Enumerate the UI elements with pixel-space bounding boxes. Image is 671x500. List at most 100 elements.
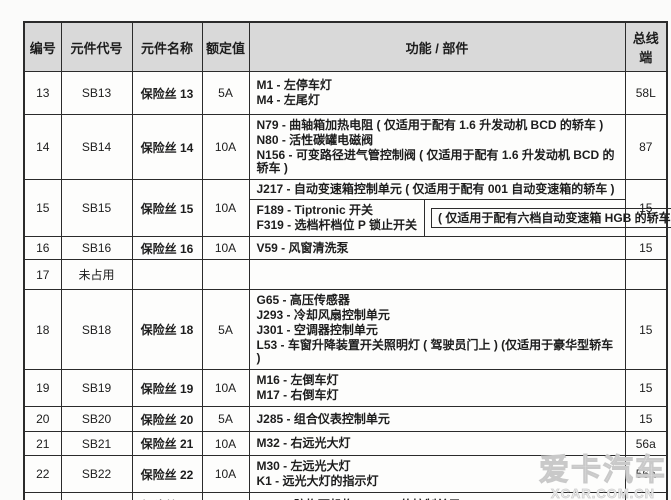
column-header-5: 总线端: [624, 21, 668, 72]
function-line: G65 - 高压传感器: [256, 293, 350, 307]
cell-rating: [201, 259, 250, 290]
column-header-2: 元件名称: [131, 21, 203, 72]
cell-name: 保险丝 20: [131, 406, 203, 432]
cell-rating: 10A: [201, 114, 250, 180]
function-line: N79 - 曲轴箱加热电阻 ( 仅适用于配有 1.6 升发动机 BCD 的轿车 …: [256, 118, 604, 132]
cell-code: SB19: [60, 369, 133, 407]
function-line: M1 - 左停车灯: [256, 78, 332, 92]
cell-code: SB20: [60, 406, 133, 432]
cell-name: 保险丝 23: [131, 492, 203, 500]
function-line: M4 - 左尾灯: [256, 93, 320, 107]
cell-code: SB13: [60, 71, 133, 115]
header-row: 编号 元件代号 元件名称 额定值 功能 / 部件 总线端: [23, 21, 668, 72]
function-line: J301 - 空调器控制单元: [256, 323, 378, 337]
function-line: L53 - 车窗升降装置开关照明灯 ( 驾驶员门上 ) (仅适用于豪华型轿车 ): [256, 338, 614, 365]
cell-code: SB22: [60, 455, 133, 493]
cell-number: 21: [23, 431, 62, 456]
function-line: J293 - 冷却风扇控制单元: [256, 308, 390, 322]
cell-rating: 5A: [201, 71, 250, 115]
table-row: 20 SB20 保险丝 20 5A J285 - 组合仪表控制单元 15: [23, 406, 668, 432]
function-line: M17 - 右倒车灯: [256, 388, 339, 402]
table-row: 22 SB22 保险丝 22 10A M30 - 左远光大灯 K1 - 远光大灯的指示灯 5…: [23, 455, 668, 493]
cell-name: 保险丝 18: [131, 289, 203, 370]
cell-name: 保险丝 16: [131, 236, 203, 260]
function-line: J217 - 自动变速箱控制单元 ( 仅适用于配有 001 自动变速箱的轿车 ): [249, 180, 625, 200]
cell-rating: 10A: [201, 431, 250, 456]
table-row: 17 未占用: [23, 259, 668, 290]
cell-functions: N79 - 曲轴箱加热电阻 ( 仅适用于配有 1.6 升发动机 BCD 的轿车 …: [248, 114, 626, 180]
cell-terminal: 87: [624, 114, 668, 180]
cell-functions: M1 - 左停车灯 M4 - 左尾灯: [248, 71, 626, 115]
cell-number: 17: [23, 259, 62, 290]
cell-rating: 5A: [201, 289, 250, 370]
function-note: ( 仅适用于配有六档自动变速箱 HGB 的轿车 ): [430, 208, 671, 228]
table-row: 13 SB13 保险丝 13 5A M1 - 左停车灯 M4 - 左尾灯 58L: [23, 71, 668, 115]
cell-code: SB18: [60, 289, 133, 370]
table-row: 23SB23保险丝 2310A J104 - 防抱死机构 ( ABS ) 的控制单…: [23, 492, 668, 500]
cell-terminal: 15: [624, 236, 668, 260]
function-sub-right: ( 仅适用于配有六档自动变速箱 HGB 的轿车 ): [425, 200, 671, 236]
function-line: V59 - 风窗清洗泵: [256, 240, 349, 255]
cell-code: SB14: [60, 114, 133, 180]
table-row: 21 SB21 保险丝 21 10A M32 - 右远光大灯 56a: [23, 431, 668, 456]
function-line: J104 - 防抱死机构 ( ABS ) 的控制单元: [257, 498, 618, 500]
cell-number: 16: [23, 236, 62, 260]
cell-terminal: 15: [624, 406, 668, 432]
table-row: 18 SB18 保险丝 18 5A G65 - 高压传感器 J293 - 冷却风扇控制单元…: [23, 289, 668, 370]
cell-rating: 10A: [201, 492, 250, 500]
function-line: N156 - 可变路径进气管控制阀 ( 仅适用于配有 1.6 升发动机 BCD …: [256, 148, 615, 175]
cell-functions: [248, 259, 626, 290]
column-header-0: 编号: [23, 21, 62, 72]
column-header-4: 功能 / 部件: [248, 21, 626, 72]
cell-number: 18: [23, 289, 62, 370]
column-header-3: 额定值: [201, 21, 250, 72]
table-row: 16 SB16 保险丝 16 10A V59 - 风窗清洗泵 15: [23, 236, 668, 260]
cell-terminal: 15: [624, 289, 668, 370]
function-line: M32 - 右远光大灯: [256, 436, 351, 450]
function-line: K1 - 远光大灯的指示灯: [256, 474, 379, 488]
cell-terminal: [624, 259, 668, 290]
cell-name: 保险丝 21: [131, 431, 203, 456]
table-row: 19 SB19 保险丝 19 10A M16 - 左倒车灯 M17 - 右倒车灯 15: [23, 369, 668, 407]
cell-code: SB16: [60, 236, 133, 260]
cell-terminal: 15: [624, 492, 668, 500]
column-header-1: 元件代号: [60, 21, 133, 72]
function-line: F319 - 选档杆档位 P 锁止开关: [256, 218, 417, 232]
cell-terminal: 56a: [624, 455, 668, 493]
cell-number: 15: [23, 179, 62, 237]
cell-rating: 10A: [201, 179, 250, 237]
cell-name: 保险丝 15: [131, 179, 203, 237]
cell-functions: J217 - 自动变速箱控制单元 ( 仅适用于配有 001 自动变速箱的轿车 )…: [248, 179, 671, 237]
cell-number: 13: [23, 71, 62, 115]
cell-rating: 10A: [201, 455, 250, 493]
cell-number: 23: [23, 492, 62, 500]
cell-name: 保险丝 13: [131, 71, 203, 115]
cell-functions: J285 - 组合仪表控制单元: [248, 406, 626, 432]
cell-functions: M30 - 左远光大灯 K1 - 远光大灯的指示灯: [248, 455, 626, 493]
cell-rating: 10A: [201, 236, 250, 260]
function-line: M30 - 左远光大灯: [256, 459, 351, 473]
cell-name: 保险丝 22: [131, 455, 203, 493]
cell-number: 19: [23, 369, 62, 407]
cell-functions: M32 - 右远光大灯: [248, 431, 626, 456]
cell-number: 22: [23, 455, 62, 493]
fuse-table: 编号 元件代号 元件名称 额定值 功能 / 部件 总线端 13 SB13 保险丝 13 5A M1…: [23, 21, 671, 500]
cell-code: SB23: [60, 492, 133, 500]
cell-functions: J104 - 防抱死机构 ( ABS ) 的控制单元: [248, 492, 626, 500]
function-line: N80 - 活性碳罐电磁阀: [256, 133, 374, 147]
cell-functions: G65 - 高压传感器 J293 - 冷却风扇控制单元 J301 - 空调器控制单元…: [248, 289, 626, 370]
cell-number: 20: [23, 406, 62, 432]
cell-name: 保险丝 19: [131, 369, 203, 407]
function-sub-left: F189 - Tiptronic 开关 F319 - 选档杆档位 P 锁止开关: [250, 200, 425, 236]
cell-code: SB15: [60, 179, 133, 237]
table-row: 14 SB14 保险丝 14 10A N79 - 曲轴箱加热电阻 ( 仅适用于配有 1.…: [23, 114, 668, 180]
cell-terminal: 15: [624, 369, 668, 407]
function-subgroup: F189 - Tiptronic 开关 F319 - 选档杆档位 P 锁止开关( …: [250, 200, 671, 236]
cell-rating: 5A: [201, 406, 250, 432]
function-line: J285 - 组合仪表控制单元: [256, 411, 390, 426]
cell-functions: M16 - 左倒车灯 M17 - 右倒车灯: [248, 369, 626, 407]
cell-terminal: 58L: [624, 71, 668, 115]
cell-code: 未占用: [60, 259, 133, 290]
cell-name: 保险丝 14: [131, 114, 203, 180]
